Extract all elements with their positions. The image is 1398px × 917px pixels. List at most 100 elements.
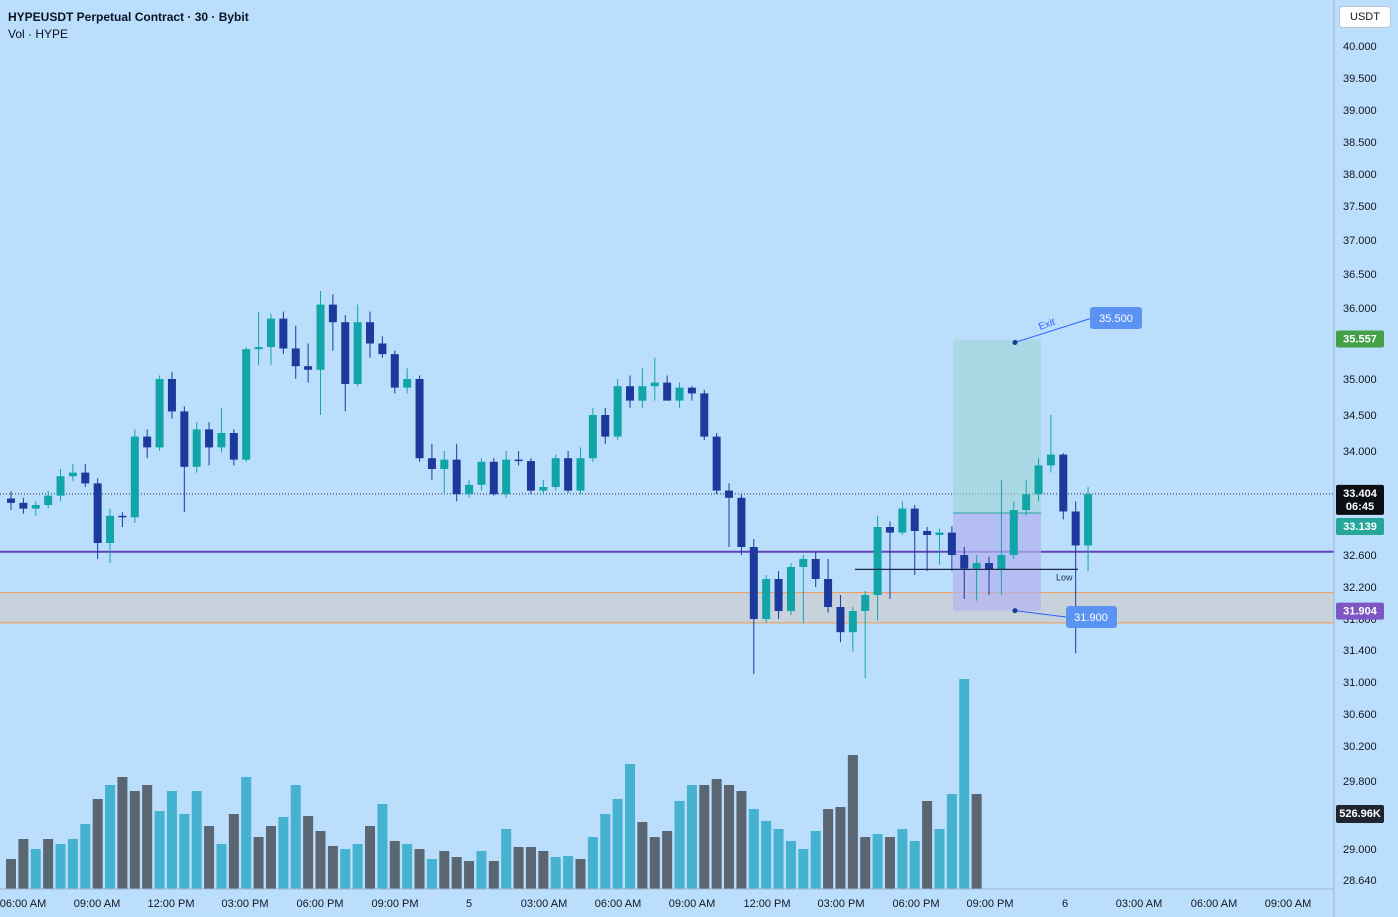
- volume-bar: [909, 841, 920, 889]
- symbol-title[interactable]: HYPEUSDT Perpetual Contract · 30 · Bybit: [8, 10, 249, 24]
- volume-bar: [228, 814, 239, 889]
- candle-body: [1084, 494, 1093, 546]
- price-tick-label: 29.800: [1343, 776, 1377, 788]
- candle-body: [551, 458, 560, 487]
- volume-bar: [563, 856, 574, 889]
- candle-body: [564, 458, 573, 491]
- candle-body: [440, 459, 449, 469]
- volume-bar: [204, 826, 215, 889]
- candle-body: [217, 433, 226, 448]
- entry-price-badge: [1336, 518, 1384, 535]
- volume-bar: [860, 837, 871, 889]
- volume-bar: [290, 785, 301, 889]
- volume-bar: [761, 821, 772, 889]
- candle-body: [477, 461, 486, 485]
- candle-body: [452, 459, 461, 495]
- volume-bar: [699, 785, 710, 889]
- take-profit-price-badge-text: 35.557: [1343, 333, 1377, 345]
- volume-bar: [959, 679, 970, 889]
- candle-body: [205, 429, 214, 448]
- stop-callout-line: [1014, 610, 1067, 618]
- candle-body: [997, 555, 1006, 570]
- last-price-badge-text: 06:45: [1346, 501, 1374, 513]
- volume-bar: [897, 829, 908, 889]
- time-tick-label: 09:00 AM: [74, 898, 120, 910]
- price-tick-label: 31.400: [1343, 645, 1377, 657]
- volume-bar: [513, 847, 524, 889]
- volume-bar: [67, 839, 78, 889]
- candle-body: [514, 459, 523, 462]
- candle-body: [576, 458, 585, 491]
- volume-bar: [6, 859, 16, 889]
- candle-body: [415, 379, 424, 459]
- candle-body: [155, 379, 164, 448]
- volume-bar: [625, 764, 635, 889]
- volume-bar: [389, 841, 400, 889]
- volume-bar: [179, 814, 190, 889]
- candle-body: [626, 386, 634, 401]
- exit-label: Exit: [1037, 317, 1057, 333]
- candle-body: [774, 579, 783, 611]
- candle-body: [143, 436, 152, 448]
- volume-bar: [365, 826, 376, 889]
- candle-body: [378, 343, 387, 355]
- candle-body: [1022, 494, 1031, 511]
- candle-body: [180, 411, 189, 467]
- candle-body: [762, 579, 771, 619]
- currency-unit-button[interactable]: USDT: [1339, 6, 1391, 28]
- candle-body: [266, 318, 275, 348]
- volume-bar: [253, 837, 264, 889]
- candle-body: [898, 508, 907, 533]
- take-profit-price-badge: [1336, 330, 1384, 348]
- time-tick-label: 03:00 PM: [221, 898, 268, 910]
- time-tick-label: 06:00 PM: [892, 898, 939, 910]
- volume-bar: [884, 837, 895, 889]
- stop-price-text: 31.900: [1074, 612, 1108, 624]
- volume-bar: [327, 846, 338, 889]
- volume-bar: [724, 785, 735, 889]
- price-tick-label: 40.000: [1343, 41, 1377, 53]
- time-tick-label: 5: [466, 898, 472, 910]
- candle-body: [1059, 454, 1068, 512]
- candle-body: [799, 559, 808, 567]
- stop-callout-dot: [1012, 608, 1018, 614]
- candle-body: [366, 322, 375, 344]
- candle-body: [985, 563, 994, 570]
- price-tick-label: 34.000: [1343, 446, 1377, 458]
- exit-callout-dot: [1012, 339, 1018, 345]
- volume-bar: [414, 849, 425, 889]
- candle-body: [613, 386, 622, 437]
- volume-bar: [686, 785, 697, 889]
- low-label: Low: [1056, 572, 1073, 582]
- volume-bar: [166, 791, 177, 889]
- volume-bar: [575, 859, 586, 889]
- orange-zone: [0, 592, 1334, 623]
- volume-bar: [922, 801, 933, 889]
- candle-body: [68, 472, 77, 477]
- price-tick-label: 28.640: [1343, 875, 1377, 887]
- volume-indicator-label[interactable]: Vol · HYPE: [8, 27, 69, 41]
- price-tick-label: 31.000: [1343, 677, 1377, 689]
- price-tick-label: 32.200: [1343, 582, 1377, 594]
- candle-body: [93, 483, 102, 543]
- volume-bar: [476, 851, 487, 889]
- candle-body: [885, 527, 894, 533]
- candle-body: [56, 476, 65, 496]
- time-tick-label: 03:00 AM: [1116, 898, 1162, 910]
- time-tick-label: 09:00 AM: [1265, 898, 1311, 910]
- volume-bar: [600, 814, 611, 889]
- time-axis: 06:00 AM 09:00 AM 12:00 PM 03:00 PM 06:00 PM…: [0, 898, 1311, 910]
- volume-bar: [798, 849, 809, 889]
- volume-bar: [525, 847, 536, 889]
- volume-bar: [488, 861, 499, 889]
- candle-body: [935, 532, 944, 535]
- candle-body: [130, 436, 139, 518]
- candle-body: [19, 502, 28, 509]
- volume-bar: [835, 807, 846, 889]
- candle-body: [873, 527, 882, 595]
- volume-bar: [587, 837, 598, 889]
- price-tick-label: 34.500: [1343, 410, 1377, 422]
- candle-body: [390, 354, 399, 388]
- volume-bar: [439, 851, 450, 889]
